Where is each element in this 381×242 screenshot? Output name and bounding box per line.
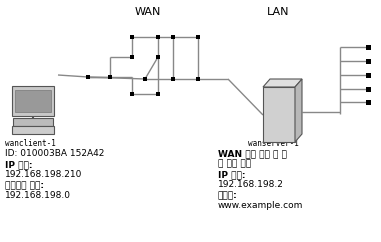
Polygon shape	[295, 79, 302, 142]
Text: wanclient-1: wanclient-1	[5, 139, 56, 148]
Text: 192.168.198.2: 192.168.198.2	[218, 180, 284, 189]
Bar	[12, 126, 54, 134]
Bar	[143, 77, 147, 81]
Bar	[156, 35, 160, 39]
Text: 도메인:: 도메인:	[218, 191, 238, 200]
Bar	[263, 87, 295, 142]
Polygon shape	[263, 79, 302, 87]
Text: 192.168.198.210: 192.168.198.210	[5, 170, 82, 179]
Text: IP 주소:: IP 주소:	[218, 170, 245, 179]
Bar	[365, 59, 370, 63]
Bar	[365, 45, 370, 50]
Bar	[13, 118, 53, 126]
Text: 네트워크 주소:: 네트워크 주소:	[5, 181, 44, 190]
Bar	[15, 90, 51, 112]
Bar	[365, 73, 370, 77]
Text: LAN: LAN	[267, 7, 289, 17]
Bar	[130, 92, 134, 96]
Text: 치 서버 조합: 치 서버 조합	[218, 159, 251, 168]
Bar	[365, 86, 370, 91]
Text: www.example.com: www.example.com	[218, 201, 303, 210]
Text: 192.168.198.0: 192.168.198.0	[5, 191, 71, 200]
Bar	[171, 77, 175, 81]
Text: WAN: WAN	[135, 7, 161, 17]
Bar	[12, 86, 54, 116]
Bar	[156, 55, 160, 59]
Bar	[156, 92, 160, 96]
Text: wanserver-1: wanserver-1	[248, 139, 299, 148]
Bar	[86, 75, 90, 79]
Bar	[130, 55, 134, 59]
Bar	[130, 35, 134, 39]
Text: ID: 010003BA 152A42: ID: 010003BA 152A42	[5, 149, 104, 158]
Bar	[171, 35, 175, 39]
Bar	[365, 99, 370, 105]
Text: IP 주소:: IP 주소:	[5, 160, 32, 169]
Bar	[108, 75, 112, 79]
Bar	[196, 35, 200, 39]
Bar	[196, 77, 200, 81]
Text: WAN 부트 서버 및 설: WAN 부트 서버 및 설	[218, 149, 287, 158]
